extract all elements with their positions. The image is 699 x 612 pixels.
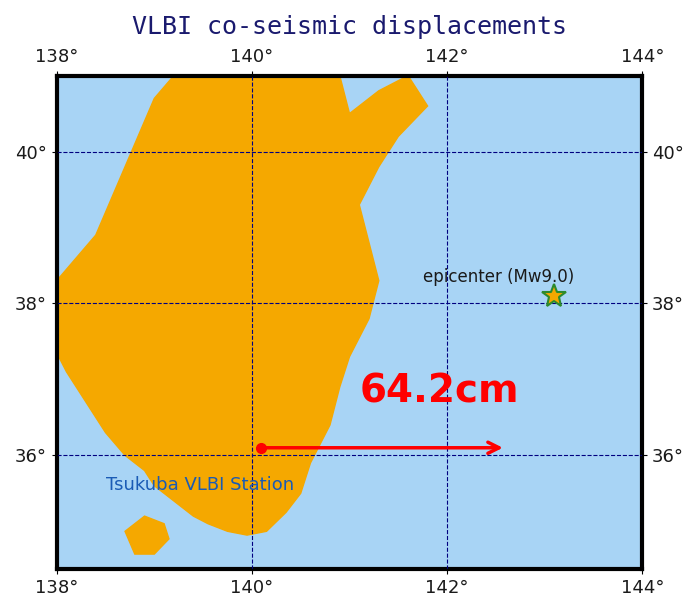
Polygon shape: [125, 516, 169, 554]
Text: epicenter (Mw9.0): epicenter (Mw9.0): [423, 268, 574, 286]
Polygon shape: [37, 76, 428, 535]
Polygon shape: [203, 147, 252, 174]
Text: Tsukuba VLBI Station: Tsukuba VLBI Station: [106, 476, 294, 493]
Title: VLBI co-seismic displacements: VLBI co-seismic displacements: [132, 15, 567, 39]
Text: 64.2cm: 64.2cm: [359, 372, 519, 410]
Polygon shape: [66, 266, 125, 319]
